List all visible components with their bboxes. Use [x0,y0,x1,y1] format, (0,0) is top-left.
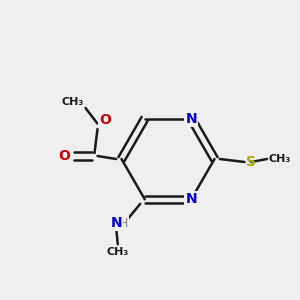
Text: O: O [99,113,111,128]
Text: CH₃: CH₃ [106,247,129,257]
Text: N: N [185,192,197,206]
Text: S: S [246,155,256,169]
Text: N: N [110,216,122,230]
Text: O: O [58,149,70,163]
Text: CH₃: CH₃ [268,154,291,164]
Text: H: H [119,217,128,230]
Text: CH₃: CH₃ [62,97,84,106]
Text: N: N [185,112,197,126]
